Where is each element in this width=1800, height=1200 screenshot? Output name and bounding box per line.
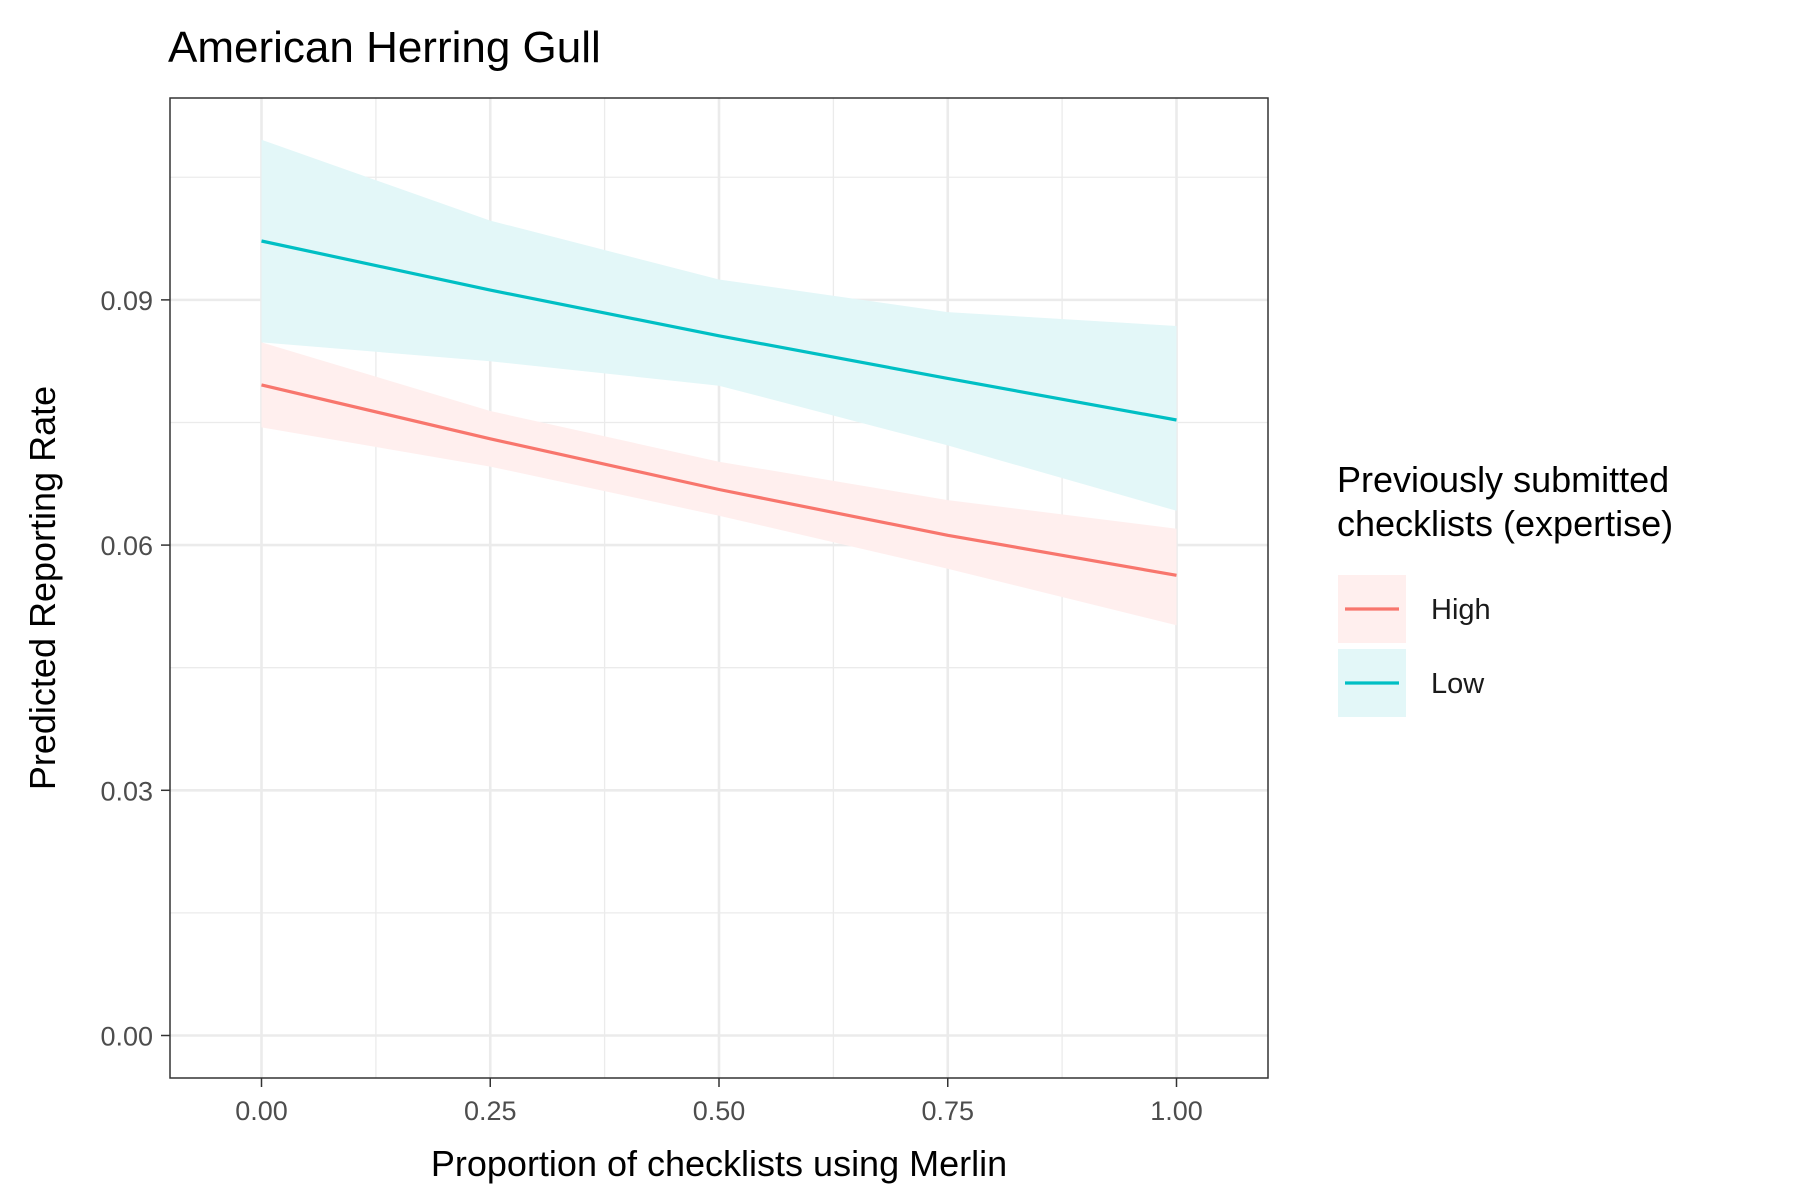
- legend-item-high: High: [1338, 575, 1491, 643]
- legend-label: Low: [1431, 668, 1485, 700]
- legend-label: High: [1431, 594, 1491, 626]
- y-tick-label: 0.09: [100, 286, 153, 316]
- line-low: [261, 239, 1177, 422]
- legend-title-line: checklists (expertise): [1337, 503, 1673, 544]
- x-axis: 0.00 0.25 0.50 0.75 1.00: [235, 1078, 1203, 1126]
- y-axis-title: Predicted Reporting Rate: [22, 386, 63, 790]
- x-tick-label: 0.75: [921, 1096, 974, 1126]
- line-high: [261, 383, 1177, 577]
- y-tick-label: 0.06: [100, 531, 153, 561]
- x-tick-label: 1.00: [1150, 1096, 1203, 1126]
- x-tick-label: 0.00: [235, 1096, 288, 1126]
- x-axis-title: Proportion of checklists using Merlin: [431, 1143, 1007, 1184]
- y-tick-label: 0.00: [100, 1021, 153, 1051]
- y-tick-label: 0.03: [100, 776, 153, 806]
- confidence-ribbons: [261, 139, 1177, 626]
- ribbon-low: [261, 139, 1177, 511]
- legend-title-line: Previously submitted: [1337, 459, 1669, 500]
- series-lines: [261, 239, 1177, 577]
- y-axis: 0.00 0.03 0.06 0.09: [100, 286, 170, 1051]
- x-tick-label: 0.25: [464, 1096, 517, 1126]
- x-tick-label: 0.50: [693, 1096, 746, 1126]
- chart-title: American Herring Gull: [168, 23, 601, 72]
- legend-item-low: Low: [1338, 649, 1485, 717]
- ribbon-high: [261, 342, 1177, 626]
